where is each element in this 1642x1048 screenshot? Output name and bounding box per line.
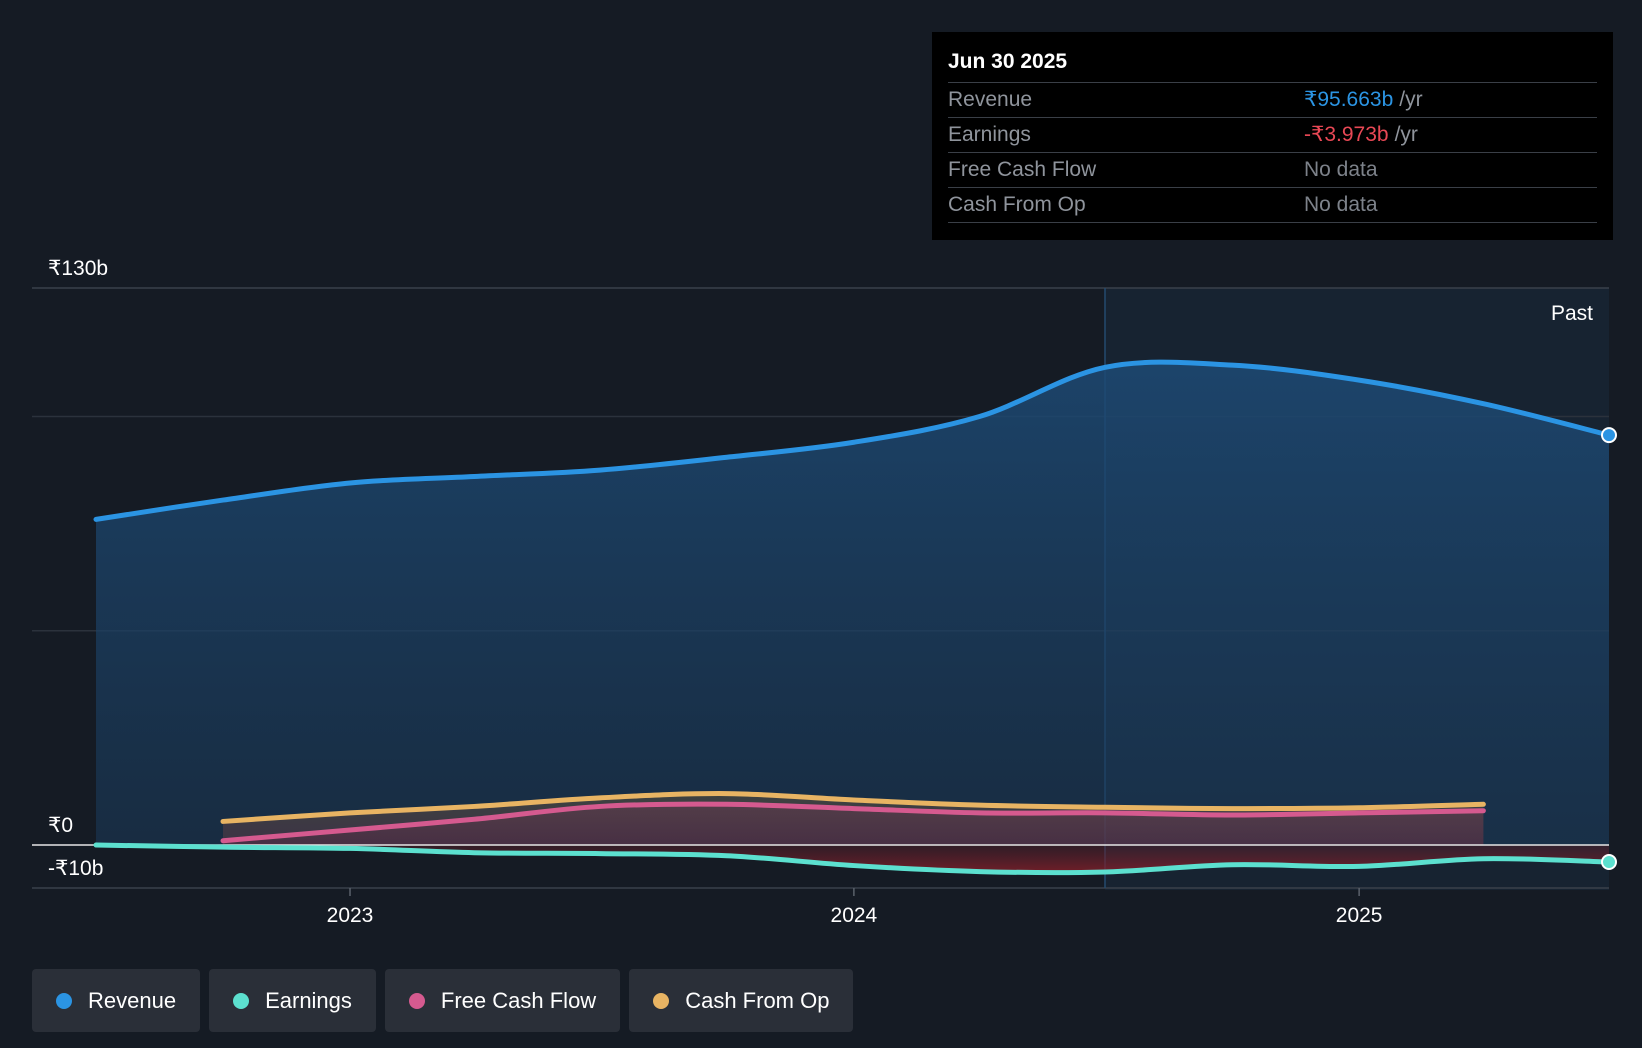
tooltip-row-unit: /yr xyxy=(1394,123,1418,146)
tooltip-row-label: Cash From Op xyxy=(948,193,1086,216)
legend-dot-icon xyxy=(653,992,670,1009)
earnings-line xyxy=(93,842,1612,876)
cash-from-op-line xyxy=(220,791,1486,824)
tooltip-row: Revenue ₹95.663b/yr xyxy=(948,82,1597,117)
x-tick-label: 2025 xyxy=(1336,904,1383,927)
tooltip-date: Jun 30 2025 xyxy=(948,50,1068,73)
tooltip-row-unit: /yr xyxy=(1399,88,1423,111)
tooltip-row: Free Cash Flow No data xyxy=(948,152,1597,187)
past-label: Past xyxy=(1551,302,1593,325)
tooltip-row-label: Earnings xyxy=(948,123,1031,146)
tooltip-rows: Revenue ₹95.663b/yr Earnings -₹3.973b/yr Fre… xyxy=(948,82,1597,223)
y-tick-label: -₹10b xyxy=(48,857,103,880)
series-areas xyxy=(32,362,1609,873)
legend-item-free-cash-flow[interactable]: Free Cash Flow xyxy=(384,969,621,1032)
axis-ticks: ₹130b ₹0 -₹10b 2023 2024 2025 xyxy=(48,257,1382,927)
legend-item-revenue[interactable]: Revenue xyxy=(32,969,201,1032)
series-lines xyxy=(93,359,1617,876)
y-tick-label: ₹130b xyxy=(48,257,108,280)
tooltip-row: Earnings -₹3.973b/yr xyxy=(948,117,1597,152)
legend-label: Earnings xyxy=(265,987,352,1013)
legend-label: Free Cash Flow xyxy=(440,987,597,1013)
tooltip-row-value: No data xyxy=(1304,193,1378,216)
tooltip-row-value: -₹3.973b xyxy=(1304,123,1389,146)
free-cash-flow-line xyxy=(220,801,1486,844)
revenue-line xyxy=(93,359,1612,522)
x-tick-label: 2024 xyxy=(831,904,878,927)
tooltip-row-label: Revenue xyxy=(948,88,1033,111)
legend-item-cash-from-op[interactable]: Cash From Op xyxy=(629,969,854,1032)
tooltip-row-value: ₹95.663b xyxy=(1304,88,1394,111)
legend-dot-icon xyxy=(56,992,72,1009)
legend-dot-icon xyxy=(233,992,250,1009)
legend-label: Revenue xyxy=(88,987,177,1013)
earnings-end-point[interactable] xyxy=(1601,854,1617,871)
tooltip-row-label: Free Cash Flow xyxy=(948,158,1097,181)
tooltip-row: Cash From Op No data xyxy=(948,187,1597,223)
tooltip-row-value: No data xyxy=(1304,158,1378,181)
legend-label: Cash From Op xyxy=(685,987,830,1013)
revenue-area xyxy=(96,362,1609,845)
tooltip: Jun 30 2025 Revenue ₹95.663b/yr Earnings -₹… xyxy=(932,32,1613,240)
legend: Revenue Earnings Free Cash Flow Cash From O… xyxy=(32,969,854,1032)
legend-dot-icon xyxy=(408,992,425,1009)
y-tick-label: ₹0 xyxy=(48,814,73,837)
revenue-end-point[interactable] xyxy=(1601,427,1617,444)
x-tick-label: 2023 xyxy=(327,904,374,927)
legend-item-earnings[interactable]: Earnings xyxy=(209,969,376,1032)
